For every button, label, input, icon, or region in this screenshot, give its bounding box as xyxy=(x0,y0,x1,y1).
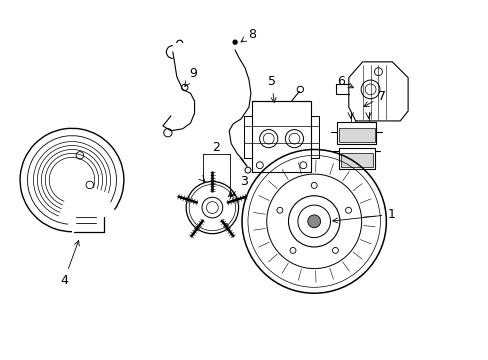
Text: 9: 9 xyxy=(184,67,197,86)
Text: 6: 6 xyxy=(336,75,353,88)
Bar xyxy=(338,148,374,169)
Bar xyxy=(340,153,372,167)
Text: 7: 7 xyxy=(363,90,386,107)
Text: 1: 1 xyxy=(332,208,394,223)
Bar xyxy=(338,128,374,141)
Text: 2: 2 xyxy=(212,141,220,154)
Bar xyxy=(251,101,310,172)
Text: 8: 8 xyxy=(241,28,255,42)
Text: 5: 5 xyxy=(267,75,276,103)
Circle shape xyxy=(307,215,320,228)
Circle shape xyxy=(232,40,237,44)
Bar xyxy=(336,122,376,144)
Text: 4: 4 xyxy=(60,240,79,287)
Text: 3: 3 xyxy=(230,175,247,197)
